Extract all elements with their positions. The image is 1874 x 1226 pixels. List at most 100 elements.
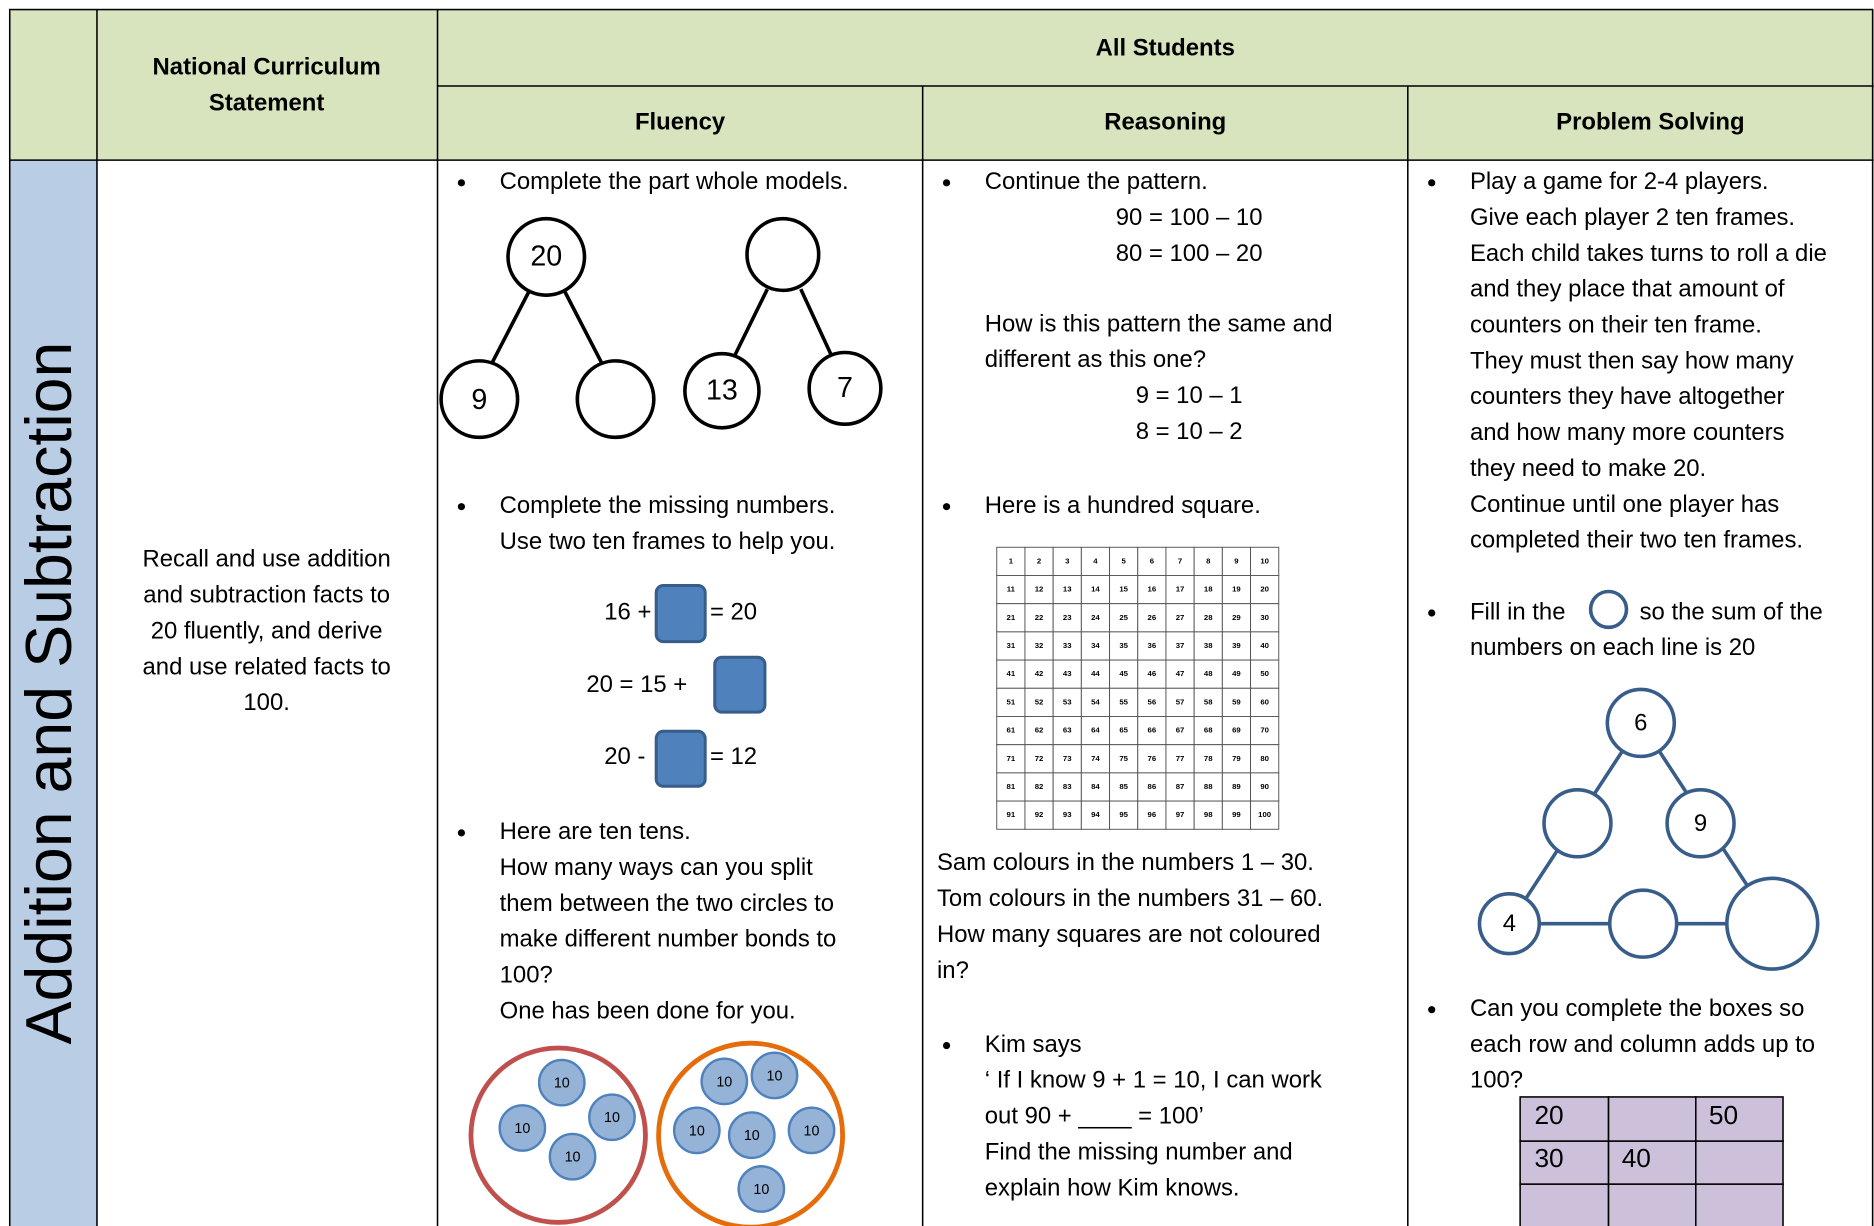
hundred-cell: [1052, 744, 1082, 774]
hundred-number: 7: [1178, 556, 1182, 565]
instruction: explain how Kim knows.: [985, 1174, 1240, 1201]
hundred-cell: [1052, 631, 1082, 661]
instruction: so the sum of the: [1640, 598, 1823, 625]
hundred-number: 45: [1119, 669, 1128, 678]
topic-fill: [9, 160, 97, 1226]
bullets: [457, 179, 1436, 1050]
hundred-number: 73: [1063, 754, 1072, 763]
statement: Recall and use addition: [143, 546, 391, 573]
hundred-number: 21: [1007, 613, 1016, 622]
hundred-cell: [1250, 772, 1280, 802]
hundred-cell: [996, 659, 1026, 689]
inline-circle: [1588, 589, 1629, 630]
instruction: Find the missing number and: [985, 1138, 1293, 1165]
hundred-number: 42: [1035, 669, 1044, 678]
hundred-cell: [1080, 603, 1111, 633]
hundred-number: 69: [1232, 726, 1241, 735]
ten-label: 10: [716, 1074, 732, 1090]
hundred-cell: [1193, 772, 1223, 802]
hundred-number: 92: [1035, 810, 1044, 819]
hundred-cell: [1024, 631, 1054, 661]
instruction: out 90 + ____ = 100’: [985, 1103, 1204, 1130]
answer-boxes: [654, 584, 767, 788]
hundred-number: 2: [1037, 556, 1041, 565]
hundred-cell: [1250, 687, 1280, 717]
hundred-number: 48: [1204, 669, 1213, 678]
hundred-number: 62: [1035, 726, 1044, 735]
hundred-cell: [1080, 772, 1111, 802]
hundred-number: 15: [1119, 585, 1128, 594]
hundred-number: 13: [1063, 585, 1072, 594]
hundred-number: 37: [1176, 641, 1185, 650]
hundred-number: 23: [1063, 613, 1072, 622]
question: in?: [937, 957, 969, 984]
hundred-number: 27: [1176, 613, 1185, 622]
box-value: 50: [1709, 1100, 1738, 1130]
hundred-number: 4: [1093, 556, 1098, 565]
hundred-number: 46: [1148, 669, 1157, 678]
hundred-number: 81: [1007, 782, 1016, 791]
equation: = 20: [710, 598, 757, 625]
hundred-cell: [1193, 716, 1223, 746]
hundred-number: 24: [1091, 613, 1100, 622]
table-rules: [8, 8, 1874, 1226]
equation: = 12: [710, 743, 757, 770]
hundred-number: 14: [1091, 585, 1100, 594]
box-value: 20: [1534, 1100, 1563, 1130]
ten-counter: [700, 1057, 749, 1106]
column-heading: Problem Solving: [1556, 108, 1744, 135]
hundred-cell: [1080, 575, 1111, 605]
hundred-number: 87: [1176, 782, 1185, 791]
hundred-number: 79: [1232, 754, 1241, 763]
hundred-number: 49: [1232, 669, 1241, 678]
hundred-cell: [1165, 575, 1195, 605]
hundred-number: 75: [1119, 754, 1128, 763]
hundred-number: 61: [1007, 726, 1016, 735]
part-whole-models: [439, 216, 883, 440]
ten-label: 10: [554, 1076, 570, 1092]
ten-counter: [787, 1106, 836, 1155]
hundred-number: 8: [1206, 556, 1211, 565]
instruction: different as this one?: [985, 346, 1206, 373]
right-circle: [656, 1040, 845, 1226]
hundred-number: 64: [1091, 726, 1100, 735]
number-triangle: [1477, 687, 1820, 971]
ten-label: 10: [565, 1150, 581, 1166]
instruction: 100?: [1470, 1067, 1523, 1094]
hundred-cell: [1052, 687, 1082, 717]
ten-counter: [737, 1165, 786, 1213]
hundred-cell: [1137, 744, 1167, 774]
statement: and use related facts to: [143, 653, 391, 680]
hundred-number: 91: [1007, 810, 1016, 819]
instruction: Complete the missing numbers.: [500, 492, 836, 519]
ten-counter: [498, 1104, 547, 1152]
hundred-number: 26: [1148, 613, 1157, 622]
hundred-number: 53: [1063, 697, 1072, 706]
hundred-number: 97: [1176, 810, 1185, 819]
hundred-number: 85: [1119, 782, 1128, 791]
ten-counter: [548, 1132, 597, 1181]
hundred-number: 41: [1007, 669, 1016, 678]
hundred-number: 59: [1232, 697, 1241, 706]
hundred-number: 18: [1204, 585, 1213, 594]
hundred-number: 80: [1260, 754, 1269, 763]
hundred-cell: [1024, 546, 1054, 576]
hundred-number: 66: [1148, 726, 1157, 735]
hundred-number: 72: [1035, 754, 1044, 763]
hundred-cell: [1221, 575, 1252, 605]
instruction: counters on their ten frame.: [1470, 312, 1762, 339]
hundred-number: 10: [1260, 556, 1269, 565]
ten-label: 10: [804, 1123, 820, 1139]
hundred-cell: [1109, 546, 1139, 576]
hundred-number: 25: [1119, 613, 1128, 622]
hundred-number: 77: [1176, 754, 1185, 763]
ten-label: 10: [689, 1123, 705, 1139]
hundred-cell: [1250, 631, 1280, 661]
question: How many squares are not coloured: [937, 921, 1321, 948]
hundred-cell: [1221, 546, 1252, 576]
hundred-cell: [1109, 575, 1139, 605]
triangle-value: 6: [1634, 709, 1647, 736]
hundred-cell: [1250, 603, 1280, 633]
